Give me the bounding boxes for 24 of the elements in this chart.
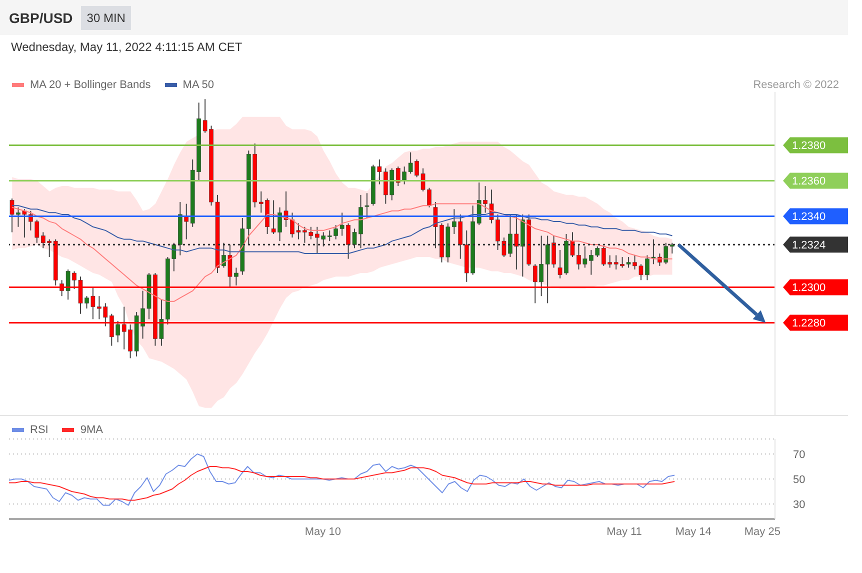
chart-subtitle: Wednesday, May 11, 2022 4:11:15 AM CET [11, 40, 242, 54]
x-tick-label: May 14 [675, 526, 712, 538]
legend-label: 9MA [80, 424, 103, 436]
y-tick-label: 1.2340 [792, 211, 826, 224]
line-series [8, 466, 676, 501]
y-tick-label: 50 [793, 474, 806, 486]
y-tick-label: 1.2300 [792, 282, 826, 294]
y-tick-label: 70 [793, 449, 806, 461]
text: 30 MIN [80, 6, 132, 30]
text: Research © 2022 [753, 79, 839, 91]
chart-title: GBP/USD [9, 10, 73, 26]
x-tick-label: May 10 [304, 526, 341, 538]
y-tick-label: 30 [793, 499, 806, 511]
legend-label: RSI [30, 424, 48, 436]
y-tick-label: 1.2280 [792, 318, 826, 330]
x-tick-label: May 11 [606, 526, 642, 538]
y-tick-label: 1.2360 [792, 176, 826, 188]
line-series [8, 454, 676, 506]
y-tick-label: 1.2380 [792, 140, 826, 152]
legend-label: MA 20 + Bollinger Bands [30, 79, 151, 91]
candlestick [364, 192, 370, 219]
x-tick-label: May 25 [744, 526, 780, 538]
y-tick-label: 1.2324 [792, 240, 826, 252]
legend-label: MA 50 [182, 79, 214, 91]
